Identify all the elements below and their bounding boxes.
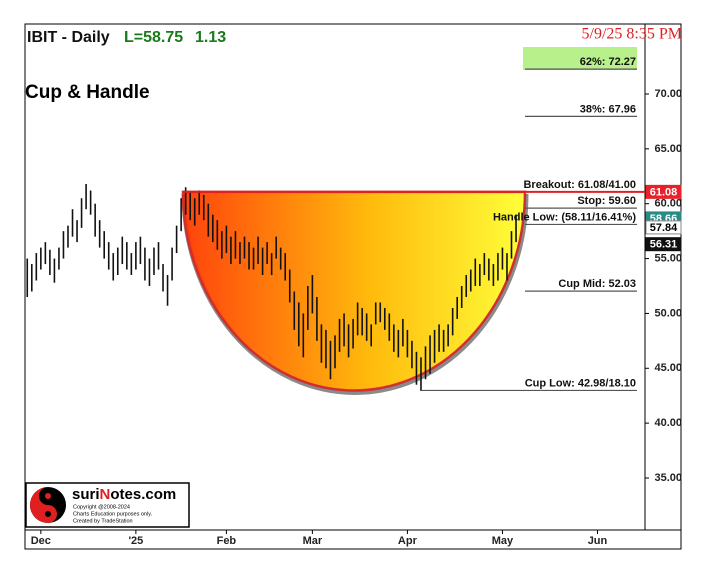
logo-name-part: otes.com	[110, 486, 176, 503]
y-tick-label: 65.00	[654, 143, 682, 155]
level-label: Handle Low: (58.11/16.41%)	[493, 211, 636, 223]
timestamp: 5/9/25 8:35 PM	[582, 26, 682, 43]
price-tag	[645, 220, 682, 235]
y-tick-label: 50.00	[654, 307, 682, 319]
level-label: Cup Low: 42.98/18.10	[525, 377, 636, 389]
level-label: Cup Mid: 52.03	[558, 278, 636, 290]
logo-line: Charts Education purposes only.	[73, 511, 153, 517]
level-label: 62%: 72.27	[580, 56, 636, 68]
price-tag-label: 56.31	[650, 239, 678, 251]
logo-icon	[45, 493, 51, 499]
x-tick-label: Dec	[31, 535, 51, 547]
x-tick-label: May	[492, 535, 514, 547]
target-zone	[523, 47, 637, 70]
price-tag-label: 57.84	[650, 222, 678, 234]
price-tag	[645, 184, 682, 199]
y-tick-label: 45.00	[654, 362, 682, 374]
logo-icon	[45, 511, 51, 517]
logo-name-part: suri	[72, 486, 100, 503]
y-tick-label: 35.00	[654, 472, 682, 484]
y-tick-label: 60.00	[654, 198, 682, 210]
y-tick-label: 70.00	[654, 88, 682, 100]
pattern-name: Cup & Handle	[25, 82, 150, 103]
y-tick-label: 55.00	[654, 252, 682, 264]
x-tick-label: Jun	[588, 535, 608, 547]
logo-name-part: N	[100, 486, 111, 503]
logo: suriNotes.com Copyright @2008-2024 Chart…	[25, 482, 190, 528]
level-label: 38%: 67.96	[580, 103, 636, 115]
x-tick-label: Apr	[398, 535, 418, 547]
price-tag	[645, 237, 682, 252]
x-tick-label: '25	[128, 535, 143, 547]
plot: 35.00 40.00 45.00 50.00 55.00 60.00 65.00 70.00…	[26, 56, 682, 547]
x-tick-label: Mar	[303, 535, 323, 547]
logo-line: Copyright @2008-2024	[73, 504, 130, 510]
x-tick-label: Feb	[217, 535, 237, 547]
y-tick-label: 40.00	[654, 417, 682, 429]
change: 1.13	[195, 29, 226, 46]
logo-name: suriNotes.com	[72, 486, 176, 503]
logo-line: Created by TradeStation	[73, 518, 133, 524]
price-tag-label: 61.08	[650, 186, 678, 198]
level-label: Stop: 59.60	[577, 195, 636, 207]
level-label: Breakout: 61.08/41.00	[523, 179, 636, 191]
chart-title: IBIT - Daily	[27, 29, 110, 46]
last-price: L=58.75	[124, 29, 183, 46]
